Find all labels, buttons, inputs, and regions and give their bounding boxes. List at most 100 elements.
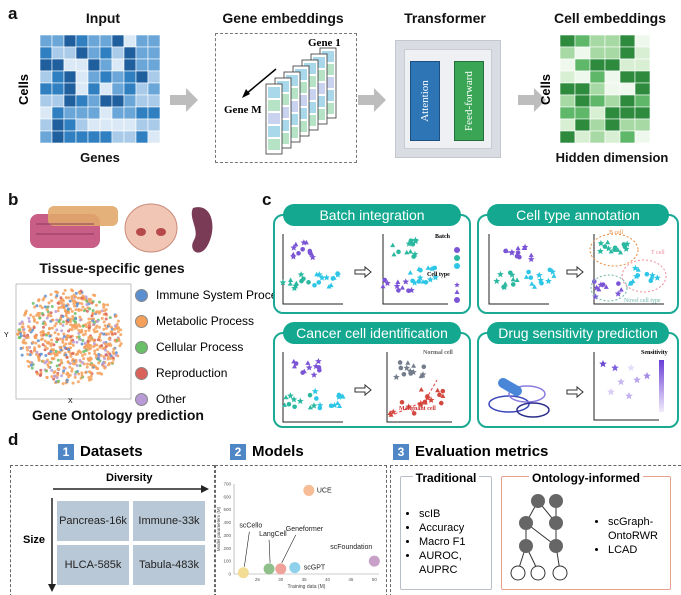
heatmap-cell xyxy=(111,46,125,60)
go-point xyxy=(103,366,107,370)
heatmap-cell xyxy=(87,118,101,132)
datasets-header: 1 Datasets xyxy=(58,443,143,460)
go-point xyxy=(95,366,99,370)
go-point xyxy=(104,326,108,330)
go-point xyxy=(77,335,81,339)
go-point xyxy=(23,313,27,317)
heatmap-cell xyxy=(604,46,621,60)
heatmap-cell xyxy=(123,118,137,132)
triangle-point xyxy=(411,363,417,368)
go-point xyxy=(98,332,102,336)
heatmap-cell xyxy=(51,46,65,60)
triangle-point xyxy=(282,402,288,407)
go-point xyxy=(49,344,53,348)
circle-point xyxy=(398,365,404,371)
y-tick-label: 400 xyxy=(223,520,231,525)
heatmap-cell xyxy=(634,46,650,60)
heatmap-cell xyxy=(604,118,621,132)
evaluation-header: 3 Evaluation metrics xyxy=(393,443,548,460)
go-point xyxy=(90,314,94,318)
legend-item: Metabolic Process xyxy=(135,314,254,328)
legend-label: Other xyxy=(156,392,187,406)
legend-label: Immune System Process xyxy=(156,288,290,302)
go-point xyxy=(92,341,96,345)
go-point xyxy=(87,347,91,351)
heatmap-cell xyxy=(574,70,591,84)
go-point xyxy=(106,355,110,359)
circle-point xyxy=(454,263,460,269)
go-point xyxy=(27,364,31,368)
heatmap-cell xyxy=(589,82,606,96)
circle-point xyxy=(526,269,531,275)
triangle-point xyxy=(418,386,424,392)
go-point xyxy=(71,352,75,356)
legend-item: Cellular Process xyxy=(135,340,243,354)
go-point xyxy=(103,303,107,307)
metric-item: Macro F1 xyxy=(419,535,491,549)
y-tick-label: 300 xyxy=(223,533,231,538)
star-point xyxy=(311,387,319,395)
go-point xyxy=(107,337,111,341)
go-point xyxy=(37,314,41,318)
go-point xyxy=(62,369,66,373)
go-point xyxy=(67,296,71,300)
go-point xyxy=(25,346,29,350)
b-cell-region xyxy=(589,233,639,267)
go-point xyxy=(34,341,38,345)
embedding-cell xyxy=(295,121,307,132)
star-point xyxy=(290,244,298,251)
circle-point xyxy=(648,278,654,284)
go-point xyxy=(91,309,95,313)
star-point xyxy=(454,282,460,288)
gene-ontology-scatter xyxy=(15,283,132,400)
x-axis-label: Training data (M) xyxy=(288,584,326,590)
feed-forward-label: Feed-forward xyxy=(463,71,475,131)
triangle-point xyxy=(504,248,510,253)
triangle-point xyxy=(293,280,299,286)
go-point xyxy=(59,348,63,352)
go-point xyxy=(95,343,99,347)
go-point xyxy=(41,359,45,363)
x-tick-label: 25 xyxy=(255,577,261,582)
heatmap-cell xyxy=(589,94,606,108)
heatmap-cell xyxy=(589,70,606,84)
go-point xyxy=(37,299,41,303)
model-label: scGPT xyxy=(304,565,326,572)
heatmap-cell xyxy=(135,58,149,72)
heatmap-cell xyxy=(99,82,113,96)
go-point xyxy=(28,360,32,364)
go-point xyxy=(101,364,105,368)
go-point xyxy=(43,305,47,309)
go-point xyxy=(61,324,65,328)
heatmap-cell xyxy=(619,35,636,48)
heatmap-cell xyxy=(574,46,591,60)
dataset-immune: Immune-33k xyxy=(133,501,205,541)
star-point xyxy=(309,253,316,261)
circle-point xyxy=(515,250,521,255)
go-point xyxy=(104,312,108,316)
go-point xyxy=(111,361,115,365)
go-point xyxy=(67,334,71,338)
go-point xyxy=(111,356,115,360)
go-point xyxy=(104,353,108,357)
embedding-cell xyxy=(286,127,298,138)
metric-item: scGraph-OntoRWR xyxy=(608,515,680,543)
label-leader-line xyxy=(244,531,250,567)
triangle-point xyxy=(523,274,529,279)
go-point xyxy=(80,302,84,306)
embedding-cell xyxy=(304,63,316,74)
go-point xyxy=(89,374,93,378)
go-point xyxy=(62,366,66,370)
heatmap-cell xyxy=(99,106,113,120)
go-point xyxy=(87,297,91,301)
go-point xyxy=(67,311,71,315)
triangle-point xyxy=(605,239,611,245)
go-point xyxy=(51,357,55,361)
star-point xyxy=(654,274,661,281)
cell-type-legend-label: Cell type xyxy=(427,272,450,278)
circle-point xyxy=(437,392,442,398)
brain-image xyxy=(124,203,178,253)
spleen-image xyxy=(191,207,213,253)
go-point xyxy=(47,312,51,316)
heatmap-cell xyxy=(40,118,53,132)
